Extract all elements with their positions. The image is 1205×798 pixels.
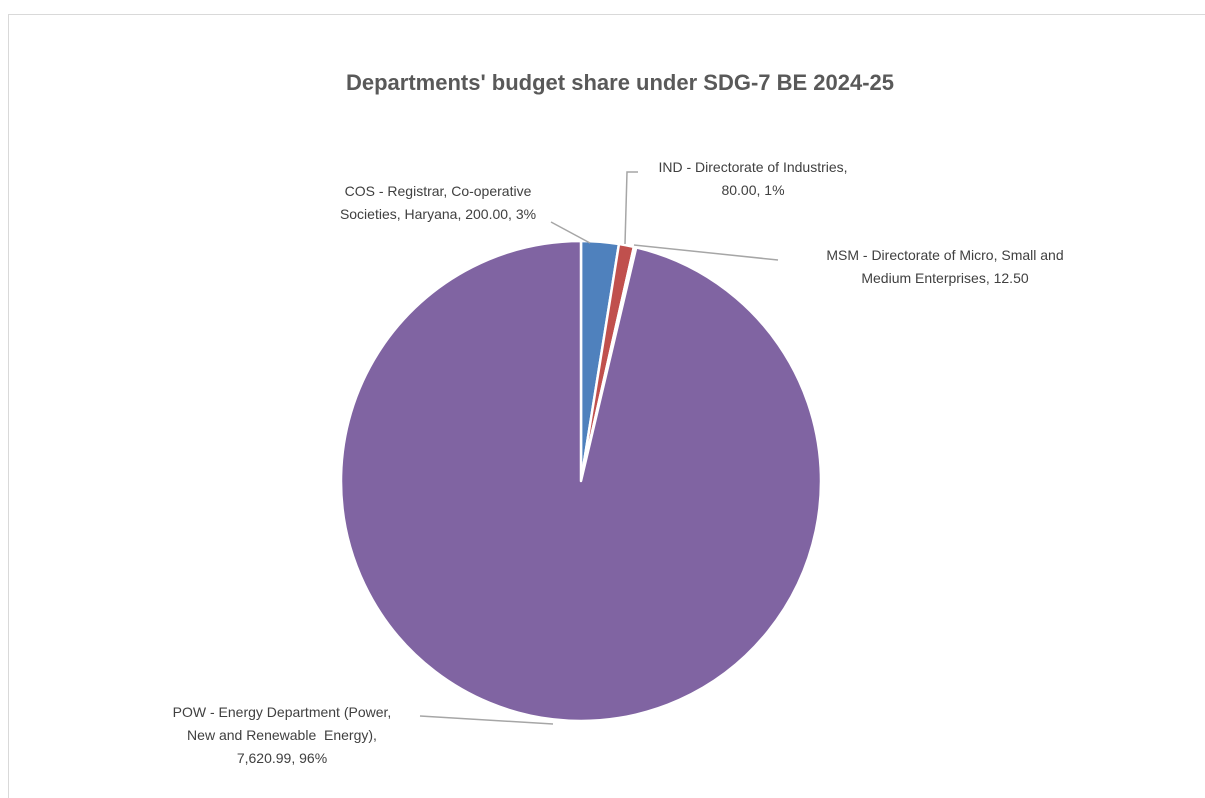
- data-label-line: Societies, Haryana, 200.00, 3%: [340, 206, 536, 222]
- data-label-line: 7,620.99, 96%: [237, 750, 327, 766]
- data-label-line: COS - Registrar, Co-operative: [345, 183, 532, 199]
- data-label-line: 80.00, 1%: [721, 182, 784, 198]
- chart-frame: [8, 14, 1205, 798]
- leader-line-msm: [633, 244, 779, 261]
- leader-line-pow: [419, 715, 554, 725]
- data-label-line: POW - Energy Department (Power,: [173, 704, 392, 720]
- data-label-msm: MSM - Directorate of Micro, Small and Med…: [826, 247, 1063, 286]
- data-label-ind: IND - Directorate of Industries, 80.00, 1…: [658, 159, 847, 198]
- leader-line-cos: [550, 221, 591, 244]
- pie-slice-pow: [339, 239, 823, 723]
- data-label-line: MSM - Directorate of Micro, Small and: [826, 247, 1063, 263]
- data-label-line: IND - Directorate of Industries,: [658, 159, 847, 175]
- data-label-cos: COS - Registrar, Co-operative Societies, …: [340, 183, 536, 222]
- leader-line-ind: [624, 171, 638, 245]
- data-label-line: New and Renewable Energy),: [187, 727, 377, 743]
- data-label-line: Medium Enterprises, 12.50: [861, 270, 1029, 286]
- data-label-pow: POW - Energy Department (Power, New and R…: [173, 704, 392, 766]
- chart-title: Departments' budget share under SDG-7 BE…: [345, 70, 895, 95]
